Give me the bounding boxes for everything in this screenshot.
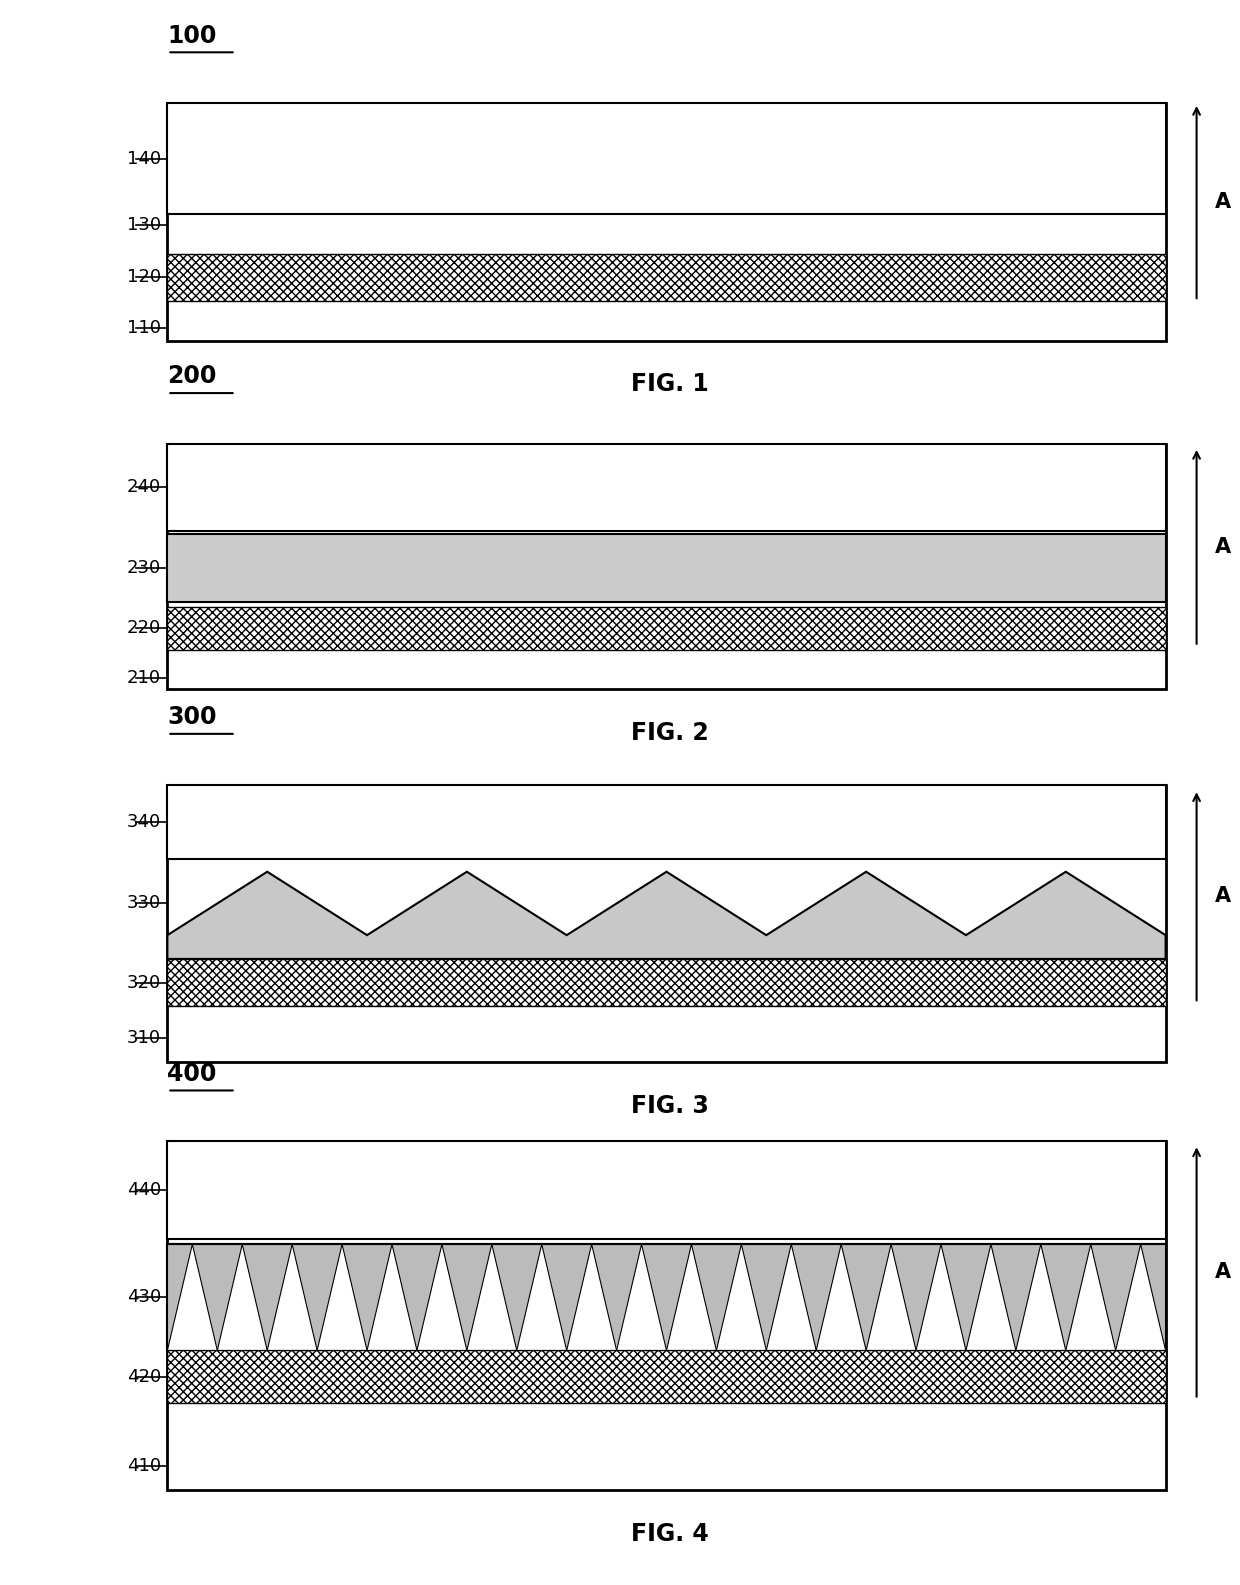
FancyBboxPatch shape: [167, 103, 1166, 341]
Polygon shape: [766, 1244, 816, 1350]
FancyBboxPatch shape: [167, 444, 1166, 531]
Polygon shape: [1065, 1244, 1116, 1350]
Text: 200: 200: [167, 365, 217, 388]
Text: FIG. 2: FIG. 2: [631, 721, 708, 745]
Text: A: A: [1215, 192, 1231, 212]
FancyBboxPatch shape: [167, 254, 1166, 301]
Text: 130: 130: [126, 216, 161, 235]
Text: A: A: [1215, 886, 1231, 907]
Polygon shape: [367, 1244, 417, 1350]
FancyBboxPatch shape: [167, 103, 1166, 214]
Text: A: A: [1215, 1262, 1231, 1282]
Text: 400: 400: [167, 1062, 217, 1086]
Polygon shape: [816, 1244, 866, 1350]
Polygon shape: [966, 1244, 1016, 1350]
Text: 320: 320: [126, 973, 161, 992]
Polygon shape: [1116, 1244, 1166, 1350]
Text: 440: 440: [126, 1181, 161, 1200]
Polygon shape: [466, 1244, 517, 1350]
Text: FIG. 1: FIG. 1: [631, 372, 708, 396]
Text: 410: 410: [126, 1457, 161, 1476]
Text: 230: 230: [126, 560, 161, 577]
Polygon shape: [916, 1244, 966, 1350]
Polygon shape: [267, 1244, 317, 1350]
Polygon shape: [167, 872, 1166, 959]
Text: 120: 120: [126, 268, 161, 287]
Polygon shape: [866, 1244, 916, 1350]
FancyBboxPatch shape: [167, 1141, 1166, 1239]
Text: 420: 420: [126, 1368, 161, 1385]
FancyBboxPatch shape: [167, 1244, 1166, 1350]
Polygon shape: [717, 1244, 766, 1350]
FancyBboxPatch shape: [167, 959, 1166, 1006]
FancyBboxPatch shape: [167, 607, 1166, 650]
Text: 310: 310: [126, 1029, 161, 1048]
Text: 140: 140: [126, 149, 161, 168]
Text: 300: 300: [167, 705, 217, 729]
Text: FIG. 3: FIG. 3: [631, 1094, 708, 1117]
Text: 210: 210: [126, 669, 161, 688]
Text: 110: 110: [128, 319, 161, 338]
Text: 220: 220: [126, 620, 161, 637]
Text: 330: 330: [126, 894, 161, 913]
FancyBboxPatch shape: [167, 1141, 1166, 1490]
Text: A: A: [1215, 537, 1231, 556]
Polygon shape: [217, 1244, 267, 1350]
Text: 340: 340: [126, 813, 161, 831]
FancyBboxPatch shape: [167, 1350, 1166, 1403]
Text: 240: 240: [126, 479, 161, 496]
FancyBboxPatch shape: [167, 444, 1166, 689]
Polygon shape: [167, 1244, 217, 1350]
FancyBboxPatch shape: [167, 785, 1166, 1062]
Polygon shape: [317, 1244, 367, 1350]
FancyBboxPatch shape: [167, 534, 1166, 602]
Polygon shape: [517, 1244, 567, 1350]
Polygon shape: [567, 1244, 616, 1350]
Polygon shape: [667, 1244, 717, 1350]
Polygon shape: [417, 1244, 466, 1350]
Polygon shape: [616, 1244, 667, 1350]
Text: 100: 100: [167, 24, 217, 48]
FancyBboxPatch shape: [167, 785, 1166, 859]
Polygon shape: [1016, 1244, 1065, 1350]
Text: 430: 430: [126, 1289, 161, 1306]
Text: FIG. 4: FIG. 4: [631, 1522, 708, 1545]
